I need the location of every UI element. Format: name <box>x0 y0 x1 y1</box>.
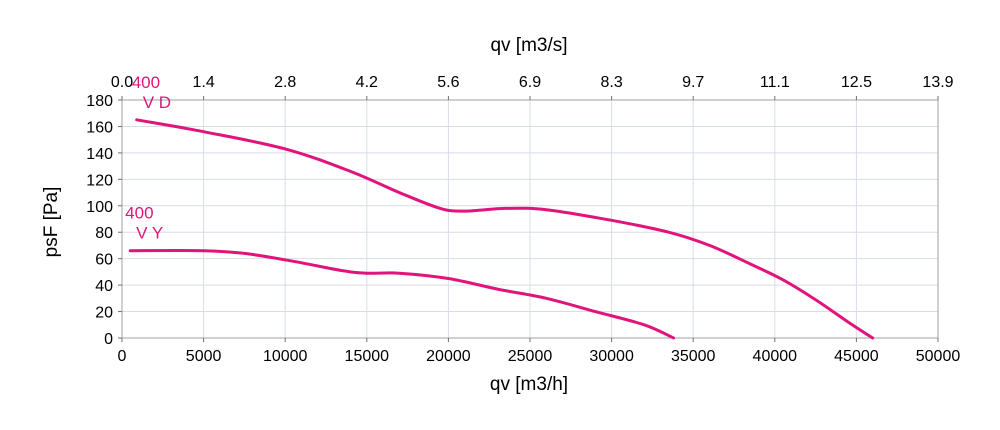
x2-tick-label: 4.2 <box>356 74 378 91</box>
x-axis-ticks: 0 5000 10000 15000 20000 25000 30000 35000 40000… <box>118 338 961 365</box>
x-tick-label: 30000 <box>589 348 634 365</box>
x2-tick-label: 12.5 <box>841 74 872 91</box>
y-tick-label: 100 <box>86 199 113 216</box>
y-tick-label: 160 <box>86 119 113 136</box>
y-axis-ticks: 0 20 40 60 80 100 120 140 160 180 <box>86 93 122 348</box>
x-tick-label: 0 <box>118 348 127 365</box>
y-tick-label: 20 <box>95 305 113 322</box>
x-tick-label: 40000 <box>753 348 798 365</box>
y-tick-label: 120 <box>86 172 113 189</box>
y-tick-label: 60 <box>95 252 113 269</box>
series-line <box>135 118 875 340</box>
y-axis-title: psF [Pa] <box>41 187 62 258</box>
x2-tick-label: 2.8 <box>274 74 296 91</box>
x2-tick-label: 9.7 <box>682 74 704 91</box>
x-tick-label: 35000 <box>671 348 716 365</box>
x2-tick-label: 5.6 <box>437 74 459 91</box>
x2-tick-label: 11.1 <box>760 74 790 91</box>
x-tick-label: 50000 <box>916 348 961 365</box>
x-tick-label: 20000 <box>426 348 471 365</box>
x2-axis-ticks: 0.0 1.4 2.8 4.2 5.6 6.9 8.3 9.7 11.1 12.5 13.9 <box>111 74 954 100</box>
grid-lines <box>122 100 938 338</box>
series-label-type: V D <box>143 93 171 112</box>
x2-tick-label: 1.4 <box>192 74 214 91</box>
y-tick-label: 80 <box>95 225 113 242</box>
series-label-size: 400 <box>125 204 153 223</box>
x2-tick-label: 6.9 <box>519 74 541 91</box>
x-tick-label: 45000 <box>834 348 879 365</box>
x-axis-title: qv [m3/h] <box>490 374 568 395</box>
x2-tick-label: 13.9 <box>922 74 953 91</box>
series-group <box>128 118 875 340</box>
series-line <box>128 249 676 340</box>
x-tick-label: 15000 <box>345 348 390 365</box>
x-tick-label: 10000 <box>263 348 308 365</box>
x-tick-label: 5000 <box>186 348 222 365</box>
series-label-type: V Y <box>136 224 163 243</box>
x-tick-label: 25000 <box>508 348 553 365</box>
x2-tick-label: 8.3 <box>600 74 622 91</box>
x2-tick-label: 0.0 <box>111 74 133 91</box>
y-tick-label: 0 <box>104 331 113 348</box>
x2-axis-title: qv [m3/s] <box>490 35 567 56</box>
y-tick-label: 180 <box>86 93 113 110</box>
y-tick-label: 140 <box>86 146 113 163</box>
y-tick-label: 40 <box>95 278 113 295</box>
series-label-size: 400 <box>132 73 160 92</box>
